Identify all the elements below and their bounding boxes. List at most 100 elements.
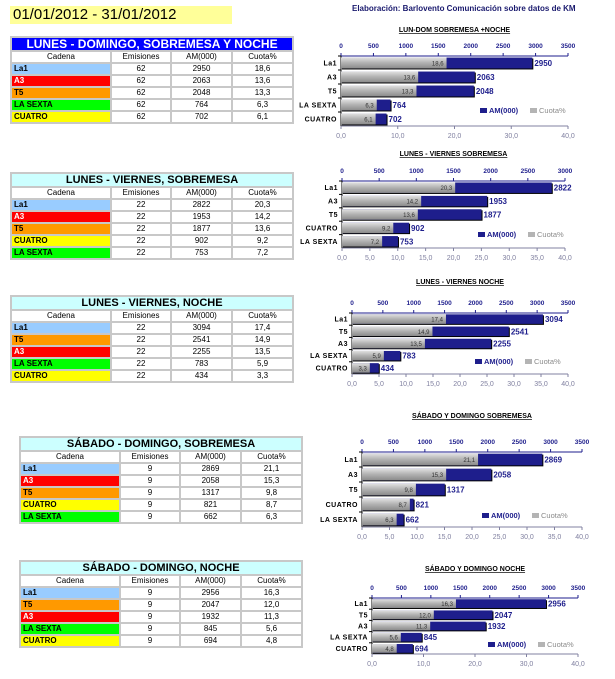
bottom-tick-label: 40,0 [558,255,572,262]
cuota-cell: 8,7 [239,498,304,512]
table-lun-dom: LUNES - DOMINGO, SOBREMESA Y NOCHE Caden… [9,36,295,124]
legend-am: AM(000) [497,640,527,649]
am-cell: 1877 [170,222,233,236]
legend-swatch-am [480,108,487,113]
column-header: Emisiones [110,50,172,64]
top-tick-label: 2500 [521,168,536,175]
am-cell: 902 [170,234,233,248]
cuota-data-label: 6,3 [365,104,374,110]
cuota-data-label: 3,3 [358,366,367,372]
bottom-tick-label: 5,0 [385,534,395,541]
top-tick-label: 2500 [499,300,514,307]
cuota-data-label: 15,3 [431,473,443,479]
category-label: La1 [334,317,348,324]
cuota-cell: 3,3 [231,369,294,383]
column-header: AM(000) [170,50,233,64]
category-label: T5 [328,89,337,96]
table-row: A3 22 1953 14,2 [10,210,295,224]
chart-title: LUNES - VIERNES SOBREMESA [400,151,508,158]
emisiones-cell: 22 [110,246,172,260]
top-tick-label: 1500 [437,300,452,307]
top-tick-label: 2000 [468,300,483,307]
top-tick-label: 3500 [561,43,576,50]
column-header: Cadena [19,574,121,588]
am-cell: 783 [170,357,233,371]
table-row: La1 62 2950 18,6 [10,62,295,76]
am-data-label: 2956 [548,600,566,609]
category-label: A3 [338,341,348,348]
bar-cuota [352,326,433,337]
category-label: LA SEXTA [320,517,358,524]
top-tick-label: 500 [396,585,407,592]
chart-lun-vie-noche: LUNES - VIERNES NOCHE 0 500 1000 1500 2000 250… [310,279,575,388]
column-header: AM(000) [179,450,242,464]
bottom-tick-label: 20,0 [453,381,467,388]
bar-cuota [342,195,422,207]
am-cell: 2047 [179,598,242,612]
cuota-data-label: 14,9 [418,330,430,336]
am-cell: 845 [179,622,242,636]
cuota-cell: 21,1 [239,462,304,476]
emisiones-cell: 22 [110,345,172,359]
table-row: LA SEXTA 22 753 7,2 [10,246,295,260]
bottom-tick-label: 30,0 [520,661,534,668]
cuota-data-label: 11,3 [416,625,428,631]
emisiones-cell: 9 [119,474,181,488]
channel-cell: CUATRO [10,110,112,124]
am-data-label: 2950 [534,59,552,68]
table-row: T5 9 1317 9,8 [19,486,304,500]
chart-sab-dom-noche: SÁBADO Y DOMINGO NOCHE 0 500 1000 1500 2000 25… [330,564,586,668]
channel-cell: LA SEXTA [10,246,112,260]
bar-cuota [352,314,446,324]
cuota-cell: 13,3 [230,86,295,100]
am-cell: 2869 [179,462,242,476]
emisiones-cell: 9 [119,510,181,524]
table-row: CUATRO 62 702 6,1 [10,110,295,124]
am-data-label: 2255 [493,340,511,349]
cuota-data-label: 5,9 [373,354,382,360]
top-tick-label: 0 [350,300,354,307]
category-label: A3 [327,75,337,82]
bottom-tick-label: 0,0 [347,381,357,388]
top-tick-label: 0 [360,439,364,446]
top-tick-label: 1500 [431,43,446,50]
legend-swatch-cuota [538,642,545,647]
bottom-tick-label: 20,0 [448,133,462,140]
legend-swatch-cuota [525,359,532,364]
channel-cell: CUATRO [19,634,121,648]
table-title: LUNES - VIERNES, NOCHE [10,295,294,311]
am-data-label: 783 [402,352,416,361]
am-data-label: 1317 [447,486,465,495]
cuota-cell: 12,0 [240,598,303,612]
table-row: CUATRO 9 694 4,8 [19,634,303,648]
bottom-tick-label: 25,0 [475,255,489,262]
emisiones-cell: 22 [110,369,172,383]
bottom-tick-label: 35,0 [534,381,548,388]
table-title: LUNES - DOMINGO, SOBREMESA Y NOCHE [9,36,295,52]
top-tick-label: 3500 [571,585,586,592]
legend-swatch-am [475,359,482,364]
cuota-cell: 13,6 [230,222,295,236]
bar-cuota [342,209,418,220]
table-row: A3 62 2063 13,6 [10,74,295,88]
cuota-cell: 11,3 [240,610,303,624]
table-row: CUATRO 22 434 3,3 [10,369,294,383]
cuota-cell: 17,4 [231,321,294,335]
cuota-cell: 9,2 [230,234,295,248]
category-label: La1 [354,601,368,608]
emisiones-cell: 22 [110,321,172,335]
bottom-tick-label: 40,0 [575,534,589,541]
bottom-tick-label: 15,0 [426,381,440,388]
am-cell: 1953 [170,210,233,224]
emisiones-cell: 9 [119,498,181,512]
am-cell: 2063 [170,74,233,88]
top-tick-label: 1500 [449,439,464,446]
cuota-data-label: 9,8 [405,488,414,494]
top-tick-label: 2500 [512,585,527,592]
bar-cuota [372,610,434,620]
top-tick-label: 3500 [575,439,590,446]
category-label: La1 [344,457,358,464]
cuota-cell: 14,9 [231,333,294,347]
legend-cuota: Cuota% [534,357,561,366]
table-row: T5 9 2047 12,0 [19,598,303,612]
